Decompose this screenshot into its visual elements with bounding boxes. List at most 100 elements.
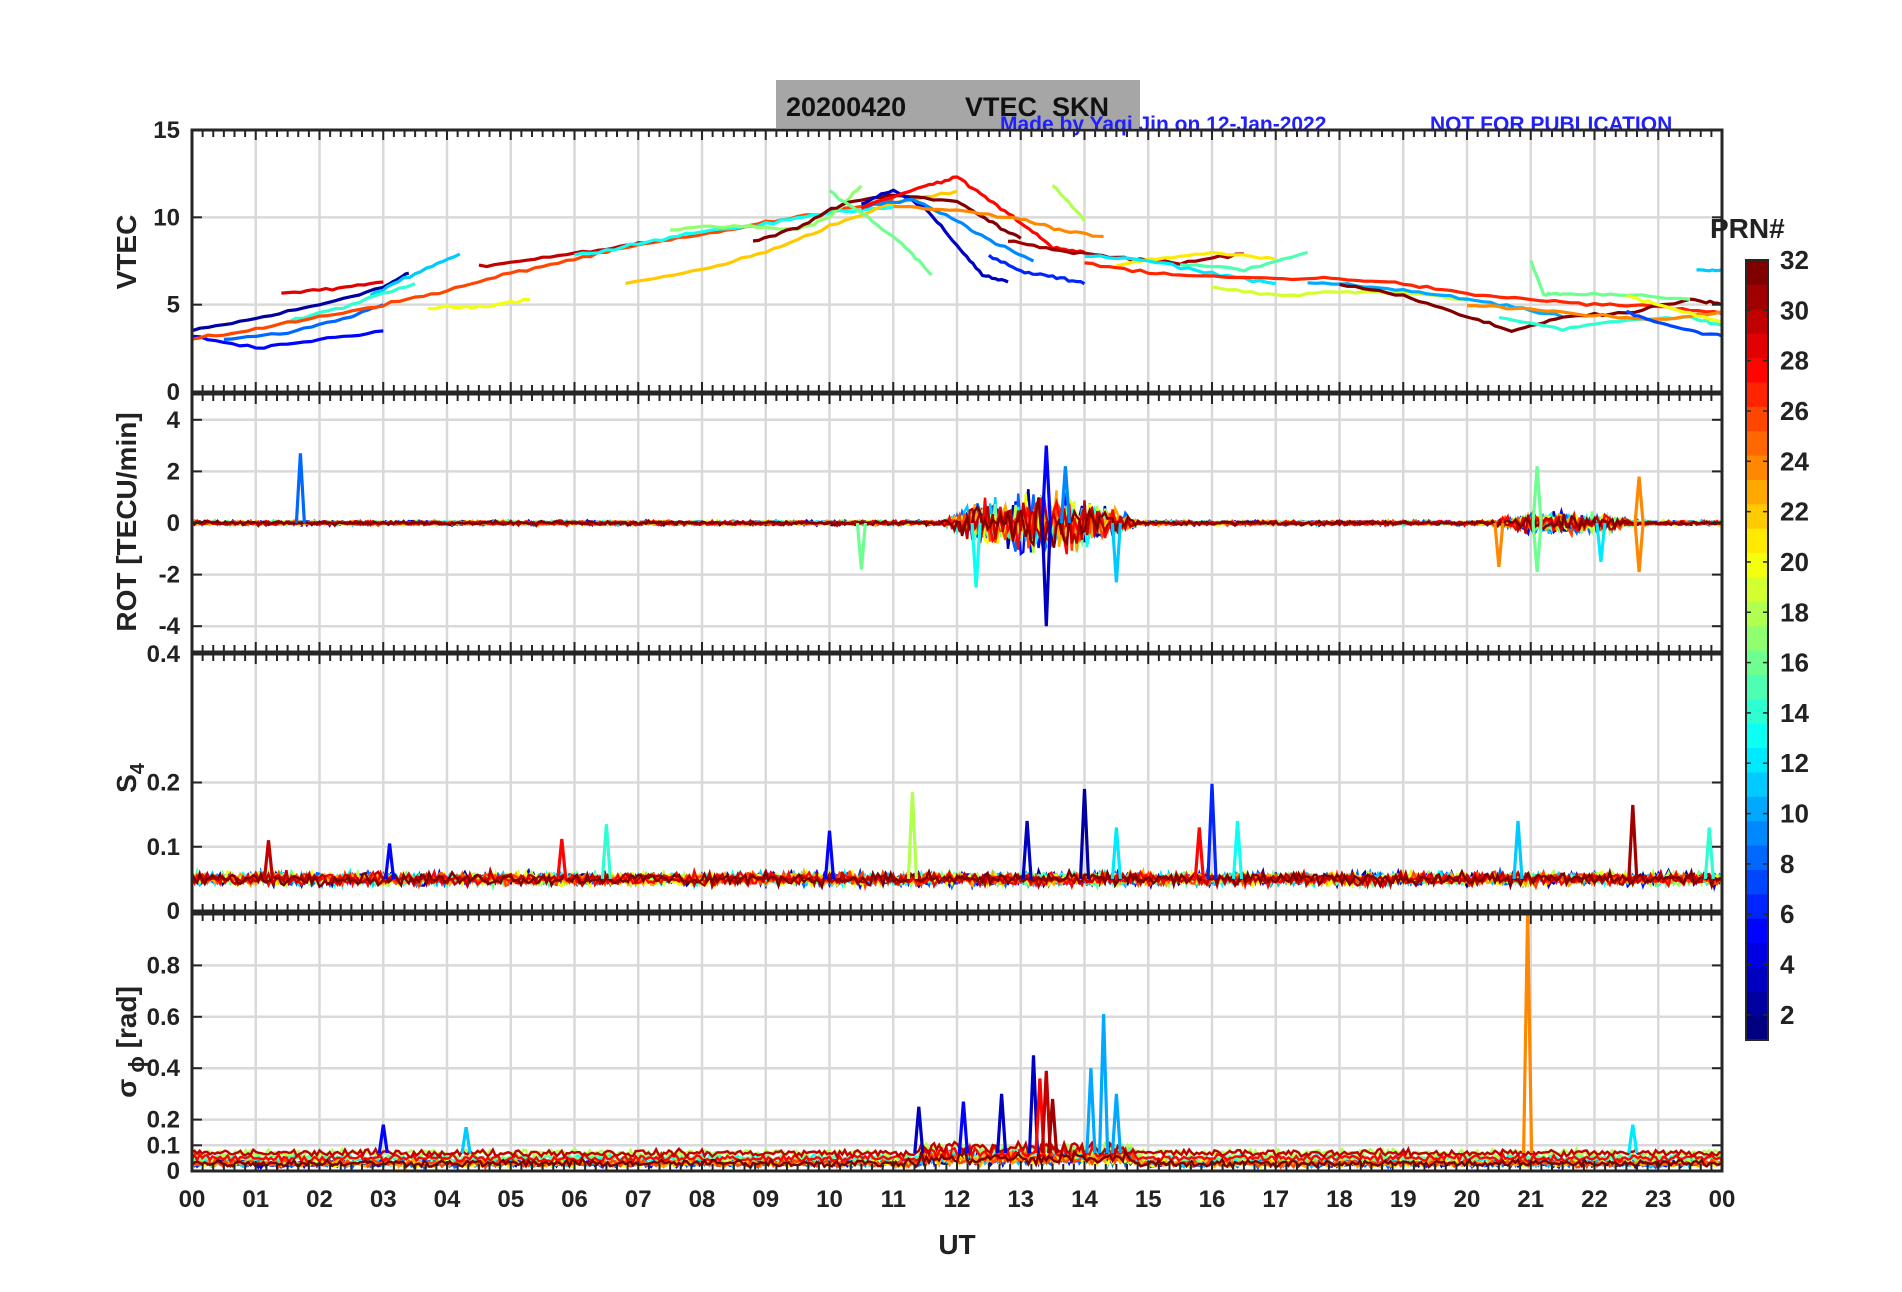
x-tick-label: 00 [179,1186,206,1213]
colorbar-segment [1746,723,1768,749]
x-tick-label: 14 [1071,1186,1098,1213]
rot-ytick-label: 4 [167,407,181,434]
colorbar-segment [1746,406,1768,432]
vtec-series-prn-5 [192,329,384,350]
s4-spike [1703,827,1715,880]
s4-spike [556,838,568,880]
sigma_phi-panel: 00.10.2 0.4 0.6 0.8 σ ϕ [rad] [111,912,1724,1185]
vtec-series-prn-16 [828,189,933,277]
vtec-ytick-label: 10 [153,204,180,231]
s4-spike [823,830,836,880]
s4-spike [1627,804,1639,879]
colorbar-tick-label: 10 [1780,799,1809,829]
x-tick-label: 16 [1199,1186,1226,1213]
s4-spike [1021,820,1033,880]
colorbar-segment [1746,893,1768,919]
x-tick-label: 03 [370,1186,397,1213]
vtec-series-prn-18 [1051,184,1086,222]
vtec-plot-area [192,175,1722,350]
title-name: VTEC SKN [965,92,1109,122]
sigma_phi-ytick-label: 0.4 [147,1055,181,1082]
rot-spike [294,453,306,524]
colorbar-segment [1746,966,1768,992]
vtec-ylabel: VTEC [111,215,142,290]
x-tick-label: 09 [752,1186,779,1213]
s4-ylabel: S4 [111,762,149,793]
colorbar-segment [1746,674,1768,700]
vtec-ytick-label: 15 [153,117,180,144]
rot-spike [1059,466,1071,524]
rot-plot-area [192,445,1722,627]
vtec-series-prn-14 [1498,314,1722,332]
x-tick-label: 10 [816,1186,843,1213]
s4-ytick-label: 0.2 [147,770,180,797]
vtec-ytick-label: 0 [167,379,180,406]
x-tick-label: 02 [306,1186,333,1213]
colorbar-segment [1746,284,1768,310]
x-tick-label: 08 [689,1186,716,1213]
x-tick-label: 12 [944,1186,971,1213]
rot-spike [1040,445,1052,524]
rot-spike [1531,466,1543,524]
colorbar-segment [1746,625,1768,651]
rot-ytick-label: 0 [167,510,180,537]
colorbar-tick-label: 2 [1780,1000,1794,1030]
colorbar-segment [1746,650,1768,675]
s4-spike [1110,827,1122,880]
vtec-series-prn-11 [369,252,461,297]
rot-ytick-label: -2 [159,562,180,589]
sigma_phi-spike [1627,1124,1639,1154]
vtec-series-prn-29 [281,280,384,295]
rot-spike [1531,522,1543,573]
colorbar-tick-label: 12 [1780,748,1809,778]
colorbar-segment [1746,845,1768,870]
x-tick-label: 06 [561,1186,588,1213]
colorbar-segment [1746,308,1768,334]
x-tick-label: 11 [881,1186,906,1213]
x-tick-label: 23 [1645,1186,1672,1213]
colorbar-tick-label: 18 [1780,597,1809,627]
sigma_phi-spike [996,1093,1008,1154]
vtec-series-prn-2 [192,271,410,333]
x-tick-label: 00 [1709,1186,1736,1213]
colorbar-segment [1746,1015,1768,1041]
vtec-series-prn-16 [1529,260,1691,301]
rot-spike [1633,476,1645,524]
sigma_phi-ytick-label: 0 [167,1158,180,1185]
s4-spike [600,824,612,880]
title-box [776,80,1140,128]
colorbar-segment [1746,747,1768,773]
sigma_phi-spike [957,1101,969,1154]
rot-spike [970,522,982,588]
colorbar-tick-label: 20 [1780,547,1809,577]
sigma_phi-ytick-label: 0.2 [147,1107,180,1134]
vtec-series-prn-7 [1625,309,1722,338]
rot-spike [1633,522,1645,573]
vtec-series-prn-21 [1116,250,1277,268]
s4-spike [1078,788,1091,879]
vtec-series-prn-13 [574,205,894,257]
colorbar-segment [1746,601,1768,627]
x-tick-label: 20 [1454,1186,1481,1213]
s4-trace-prn-30 [192,865,1722,891]
colorbar-tick-label: 22 [1780,497,1809,527]
colorbar-tick-label: 8 [1780,849,1794,879]
colorbar-tick-label: 28 [1780,346,1809,376]
sigma_phi-spike [1047,1098,1059,1154]
x-axis-title: UT [938,1229,975,1260]
colorbar-title: PRN# [1710,213,1785,244]
colorbar-segment [1746,698,1768,724]
colorbar-segment [1746,576,1768,602]
vtec-series-prn-20 [427,297,530,311]
x-tick-label: 05 [497,1186,524,1213]
sigma_phi-spike [460,1127,472,1154]
colorbar-tick-label: 16 [1780,648,1809,678]
sigma_phi-spike [1085,1068,1097,1154]
x-tick-label: 21 [1517,1186,1544,1213]
sigma_phi-spike [1522,914,1534,1154]
s4-spike [1512,820,1524,880]
colorbar-segment [1746,771,1768,797]
s4-spike [906,792,918,879]
sigma_phi-spike [377,1124,389,1154]
rot-spike [1595,522,1607,562]
